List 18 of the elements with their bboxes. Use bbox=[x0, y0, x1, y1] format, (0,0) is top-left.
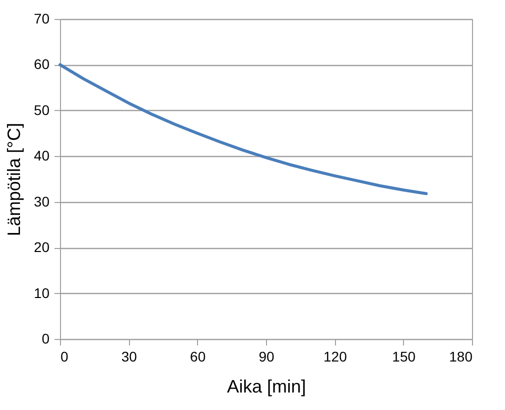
x-tick-label: 30 bbox=[121, 348, 138, 364]
y-tick-label: 20 bbox=[34, 239, 50, 256]
y-tick-label: 50 bbox=[34, 102, 50, 118]
y-tick-label: 0 bbox=[42, 330, 50, 346]
y-tick-label: 60 bbox=[34, 56, 50, 72]
x-tick-label: 180 bbox=[449, 348, 473, 364]
x-axis-title: Aika [min] bbox=[226, 376, 306, 396]
y-tick-label: 40 bbox=[34, 148, 50, 164]
y-axis-title: Lämpötila [°C] bbox=[4, 122, 24, 236]
y-tick-label: 10 bbox=[34, 284, 50, 301]
x-tick-label: 60 bbox=[190, 348, 206, 364]
y-tick-label: 70 bbox=[34, 10, 50, 26]
x-tick-label: 120 bbox=[323, 348, 348, 364]
y-tick-label: 30 bbox=[34, 193, 50, 210]
line-series bbox=[58, 63, 428, 196]
x-tick-label: 90 bbox=[258, 348, 274, 364]
x-tick-label: 0 bbox=[60, 348, 68, 364]
x-tick-label: 150 bbox=[392, 348, 416, 364]
